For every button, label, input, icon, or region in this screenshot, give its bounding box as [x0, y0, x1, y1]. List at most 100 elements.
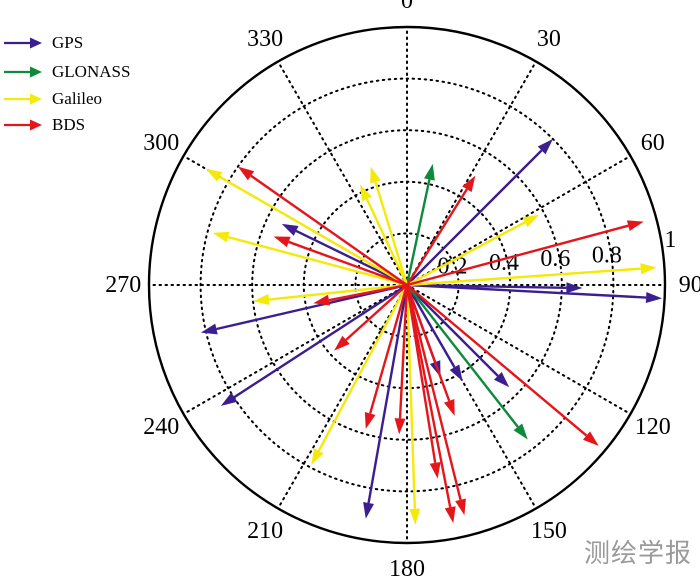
vector-head-gps [200, 323, 218, 335]
angular-tick-label: 180 [389, 556, 425, 578]
vector-head-bds [462, 175, 476, 193]
vector-head-gps [220, 392, 238, 406]
legend-arrow-icon [4, 119, 42, 131]
vector-shaft-bds [405, 284, 437, 464]
vector-head-gps [493, 371, 510, 388]
vector-shaft-galileo [365, 198, 409, 286]
vector-head-bds [444, 399, 455, 416]
vector-shaft-bds [398, 284, 409, 419]
vector-shaft-galileo [406, 267, 641, 287]
legend-label-galileo: Galileo [52, 89, 103, 108]
vector-head-galileo [360, 184, 372, 202]
angular-tick-label: 150 [531, 518, 567, 544]
angular-tick-label: 0 [401, 0, 413, 14]
angular-tick-label: 330 [247, 26, 283, 52]
vector-head-bds [582, 431, 599, 446]
legend-item-gps: GPS [2, 33, 83, 53]
legend-label-gps: GPS [52, 33, 84, 52]
angular-tick-label: 30 [537, 26, 561, 52]
vector-head-gps [449, 364, 463, 382]
radial-grid-circle [251, 129, 563, 441]
legend-arrow-icon [4, 93, 42, 105]
watermark: 测绘学报 [583, 539, 692, 569]
legend-arrow-icon [4, 37, 42, 49]
vector-shaft-bds [405, 284, 462, 501]
vector-shaft-bds [250, 174, 408, 286]
vector-head-bds [273, 236, 291, 248]
vector-shaft-galileo [406, 221, 526, 287]
vector-shaft-bds [405, 284, 451, 402]
vector-shaft-bds [288, 240, 408, 287]
vector-head-bds [444, 506, 456, 524]
vector-head-galileo [253, 294, 270, 305]
vector-head-galileo [370, 166, 381, 184]
vector-head-bds [334, 335, 350, 351]
vector-shaft-galileo [405, 284, 417, 509]
vector-head-glonass [424, 163, 435, 181]
angular-tick-label: 90 [679, 272, 700, 298]
vector-head-bds [626, 220, 644, 232]
vector-head-bds [313, 294, 331, 306]
radial-tick-label: 0.8 [592, 243, 622, 269]
legend-item-bds: BDS [2, 115, 85, 135]
vector-head-gps [566, 282, 583, 294]
vector-head-bds [455, 498, 466, 516]
vector-head-galileo [212, 231, 230, 243]
angular-grid-spoke [406, 284, 632, 415]
vector-shaft-galileo [268, 283, 408, 301]
angular-grid-spoke [406, 155, 632, 286]
vector-head-gps [363, 502, 374, 519]
vector-head-gps [537, 139, 553, 155]
vector-shaft-galileo [374, 181, 409, 286]
vector-head-galileo [640, 263, 657, 275]
vector-head-gps [281, 223, 299, 236]
radial-tick-label: 1 [664, 227, 676, 253]
angular-grid-spoke [277, 284, 408, 510]
vector-shaft-glonass [405, 179, 431, 286]
vector-shaft-gps [406, 149, 543, 286]
vector-head-galileo [311, 448, 324, 465]
vector-head-gps [645, 292, 663, 304]
vector-head-bds [394, 418, 406, 435]
angular-tick-label: 60 [641, 130, 665, 156]
angular-grid-spoke [406, 60, 537, 286]
angular-tick-label: 300 [143, 130, 179, 156]
vector-shaft-gps [295, 229, 408, 287]
radial-tick-label: 0.6 [540, 246, 570, 272]
vector-head-glonass [513, 423, 528, 440]
vector-shaft-gps [406, 283, 647, 299]
vector-shaft-bds [406, 284, 588, 437]
vector-shaft-bds [345, 284, 408, 341]
angular-tick-label: 210 [247, 518, 283, 544]
vector-head-galileo [205, 168, 223, 182]
vector-shaft-galileo [227, 235, 408, 287]
vector-shaft-galileo [219, 175, 408, 287]
vector-shaft-gps [233, 283, 408, 399]
vector-shaft-bds [328, 283, 408, 302]
vector-head-bds [237, 166, 255, 181]
legend-label-bds: BDS [52, 115, 86, 134]
angular-grid-spoke [277, 60, 408, 286]
vector-shaft-bds [369, 284, 409, 414]
vector-shaft-bds [405, 284, 452, 508]
vector-head-galileo [409, 508, 421, 525]
legend-item-galileo: Galileo [2, 89, 102, 109]
vector-head-bds [364, 411, 376, 429]
angular-tick-label: 270 [105, 272, 141, 298]
vector-shaft-bds [405, 188, 468, 286]
angular-tick-label: 240 [143, 414, 179, 440]
vector-shaft-gps [406, 284, 499, 377]
vector-shaft-gps [405, 284, 456, 368]
angular-tick-label: 120 [635, 414, 671, 440]
vector-shaft-bds [406, 224, 629, 287]
legend-item-glonass: GLONASS [2, 62, 130, 82]
legend-arrow-icon [4, 66, 42, 78]
vector-shaft-gps [367, 284, 409, 504]
vector-shaft-glonass [406, 284, 519, 428]
angular-grid-spoke [182, 284, 408, 415]
vector-head-galileo [522, 214, 540, 228]
legend-label-glonass: GLONASS [52, 62, 131, 81]
outer-circle [147, 25, 667, 545]
vector-head-bds [429, 462, 441, 479]
